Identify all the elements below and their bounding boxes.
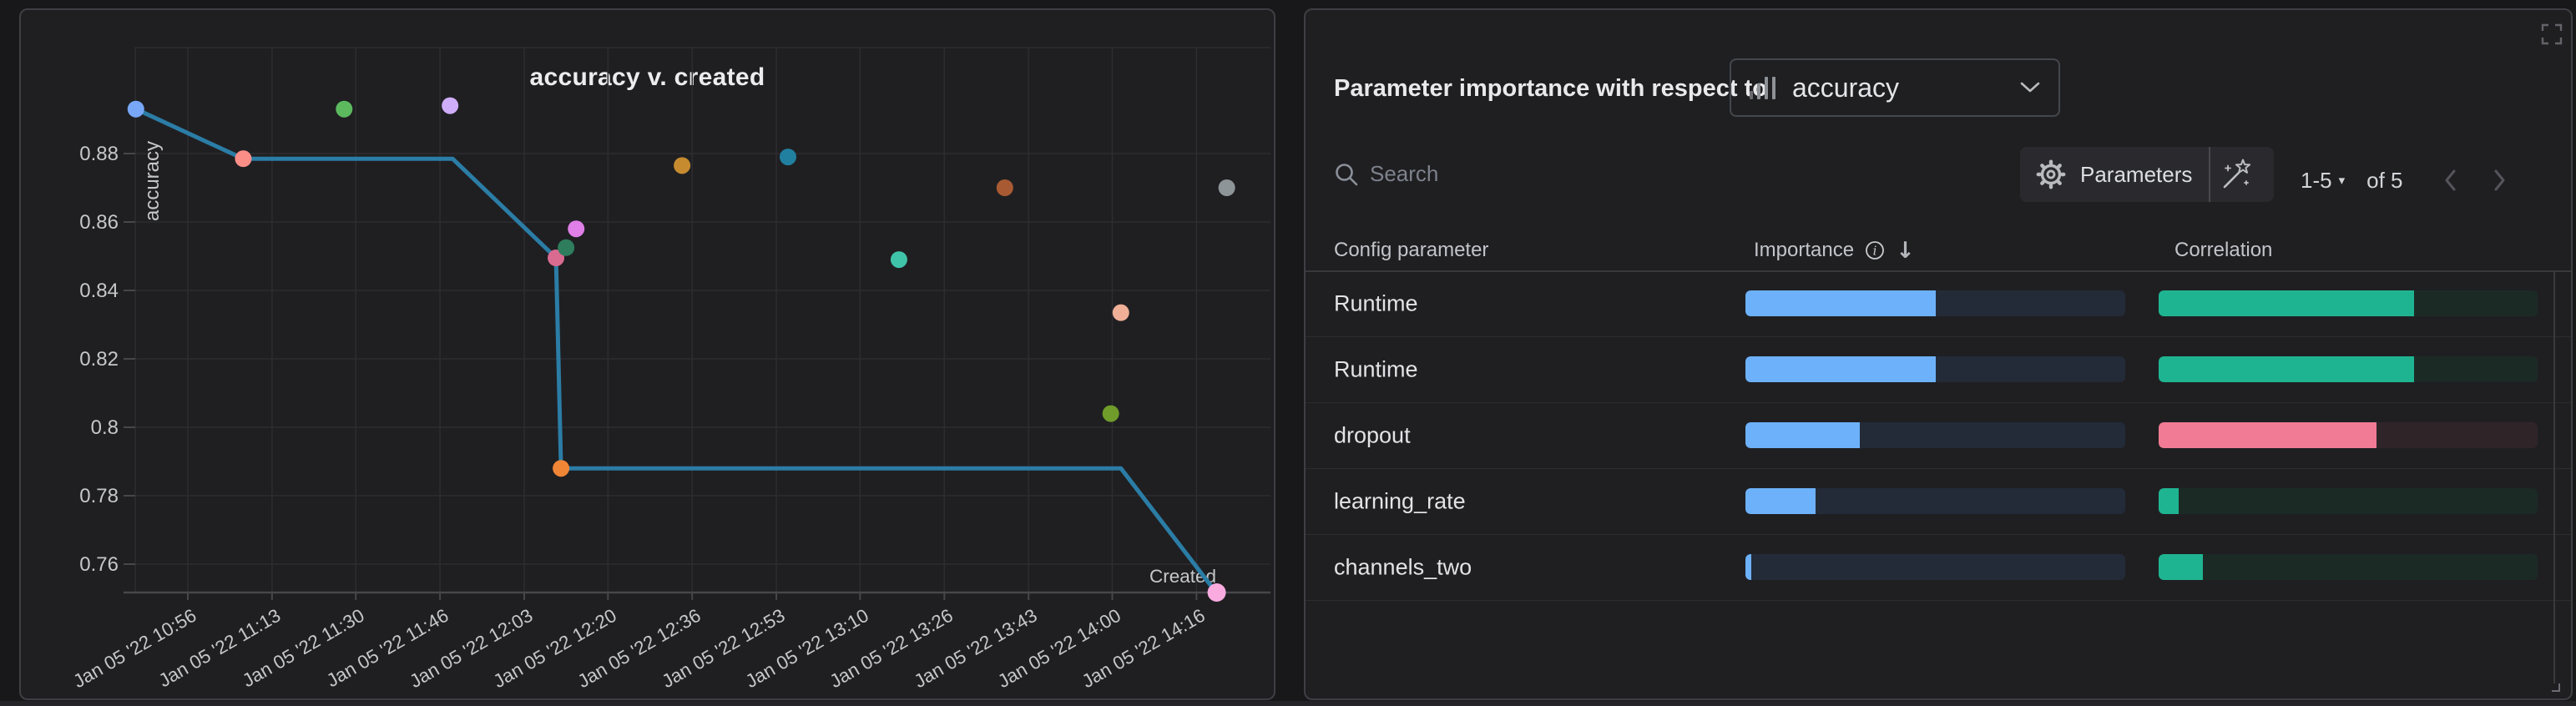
param-name: Runtime xyxy=(1334,290,1418,316)
accuracy-chart-panel: accuracy v. created 0.88 0.86 0.84 0.82 0.8 0… xyxy=(19,8,1275,700)
parameter-importance-panel: Parameter importance with respect to acc… xyxy=(1304,8,2573,700)
svg-text:i: i xyxy=(1873,244,1877,259)
parameters-button-label: Parameters xyxy=(2080,161,2193,187)
importance-bar xyxy=(1745,290,2125,316)
importance-bar-fill xyxy=(1745,554,1751,580)
svg-text:0.88: 0.88 xyxy=(79,143,119,165)
scatter-point[interactable] xyxy=(674,157,691,174)
table-header-divider xyxy=(1306,270,2571,272)
panel-header-label: Parameter importance with respect to xyxy=(1334,75,1767,102)
fullscreen-icon[interactable] xyxy=(2539,22,2564,47)
search-input[interactable] xyxy=(1368,160,1622,188)
scatter-point[interactable] xyxy=(568,220,585,238)
importance-bar-fill xyxy=(1745,290,1936,316)
table-row[interactable]: Runtime xyxy=(1306,337,2571,403)
table-row[interactable]: channels_two xyxy=(1306,535,2571,601)
chevron-down-icon xyxy=(2020,82,2040,93)
parameters-button-group: Parameters xyxy=(2020,147,2274,202)
svg-text:0.76: 0.76 xyxy=(79,553,119,576)
window-bottom-edge xyxy=(0,701,2576,706)
scatter-point[interactable] xyxy=(1218,179,1235,196)
param-name: Runtime xyxy=(1334,356,1418,382)
scatter-point[interactable] xyxy=(1207,583,1226,602)
gear-icon xyxy=(2036,159,2066,189)
history-line xyxy=(134,107,1220,596)
info-icon[interactable]: i xyxy=(1864,240,1886,261)
correlation-bar xyxy=(2159,488,2538,514)
scatter-point[interactable] xyxy=(127,100,144,118)
correlation-bar-fill xyxy=(2159,290,2415,316)
importance-bar xyxy=(1745,488,2125,514)
correlation-bar xyxy=(2159,554,2538,580)
resize-handle-icon[interactable] xyxy=(2546,678,2561,693)
scrollbar[interactable] xyxy=(2553,271,2555,683)
scatter-point[interactable] xyxy=(553,460,570,477)
parameters-button[interactable]: Parameters xyxy=(2020,147,2209,202)
scatter-point[interactable] xyxy=(779,149,796,166)
correlation-bar xyxy=(2159,356,2538,382)
scatter-point[interactable] xyxy=(235,150,252,168)
svg-text:accuracy: accuracy xyxy=(141,141,164,221)
svg-text:0.86: 0.86 xyxy=(79,211,119,234)
chevron-left-icon[interactable] xyxy=(2441,167,2461,194)
metric-selector-value: accuracy xyxy=(1792,72,1900,103)
param-name: dropout xyxy=(1334,422,1411,448)
scatter-point[interactable] xyxy=(890,251,907,269)
svg-text:0.84: 0.84 xyxy=(79,280,119,302)
caret-down-icon[interactable]: ▾ xyxy=(2338,173,2346,188)
correlation-bar xyxy=(2159,422,2538,448)
bar-chart-icon xyxy=(1750,76,1775,99)
importance-bar-fill xyxy=(1745,422,1860,448)
pagination-total: of 5 xyxy=(2366,167,2403,193)
search-field xyxy=(1333,160,1622,188)
param-name: learning_rate xyxy=(1334,488,1466,514)
sort-desc-icon[interactable]: ↓ xyxy=(1896,237,1915,264)
chevron-right-icon[interactable] xyxy=(2489,167,2509,194)
correlation-bar-fill xyxy=(2159,488,2179,514)
pagination: 1-5 ▾ of 5 xyxy=(2301,162,2509,199)
scatter-point[interactable] xyxy=(442,97,459,114)
svg-text:0.82: 0.82 xyxy=(79,348,119,371)
chart-title: accuracy v. created xyxy=(529,63,765,91)
column-config-parameter: Config parameter xyxy=(1334,239,1489,261)
scatter-point[interactable] xyxy=(1102,405,1119,422)
correlation-bar-fill xyxy=(2159,422,2377,448)
scatter-point[interactable] xyxy=(558,239,575,256)
importance-bar xyxy=(1745,422,2125,448)
column-importance[interactable]: Importance i ↓ xyxy=(1754,237,1915,264)
importance-bar-fill xyxy=(1745,356,1936,382)
grid-lines xyxy=(134,47,1270,593)
table-header: Config parameter Importance i ↓ Correlat… xyxy=(1306,234,2571,270)
scatter-point[interactable] xyxy=(996,179,1013,196)
scatter-point[interactable] xyxy=(548,250,565,267)
svg-text:0.8: 0.8 xyxy=(91,416,119,439)
table-row[interactable]: learning_rate xyxy=(1306,469,2571,535)
importance-bar xyxy=(1745,356,2125,382)
scatter-point[interactable] xyxy=(336,100,353,118)
correlation-bar-fill xyxy=(2159,554,2204,580)
param-name: channels_two xyxy=(1334,554,1472,580)
table-row[interactable]: Runtime xyxy=(1306,271,2571,337)
auto-parameters-button[interactable] xyxy=(2209,147,2264,202)
scatter-point[interactable] xyxy=(1112,304,1129,321)
correlation-bar-fill xyxy=(2159,356,2415,382)
metric-selector-dropdown[interactable]: accuracy xyxy=(1730,58,2060,117)
importance-bar-fill xyxy=(1745,488,1816,514)
correlation-bar xyxy=(2159,290,2538,316)
table-row[interactable]: dropout xyxy=(1306,403,2571,469)
svg-text:0.78: 0.78 xyxy=(79,485,119,507)
magic-wand-icon xyxy=(2224,159,2251,189)
axes xyxy=(124,153,1270,600)
search-icon xyxy=(1336,163,1358,185)
scatter-points xyxy=(127,97,1235,602)
pagination-range[interactable]: 1-5 xyxy=(2301,167,2332,193)
column-correlation: Correlation xyxy=(2174,239,2273,261)
importance-bar xyxy=(1745,554,2125,580)
